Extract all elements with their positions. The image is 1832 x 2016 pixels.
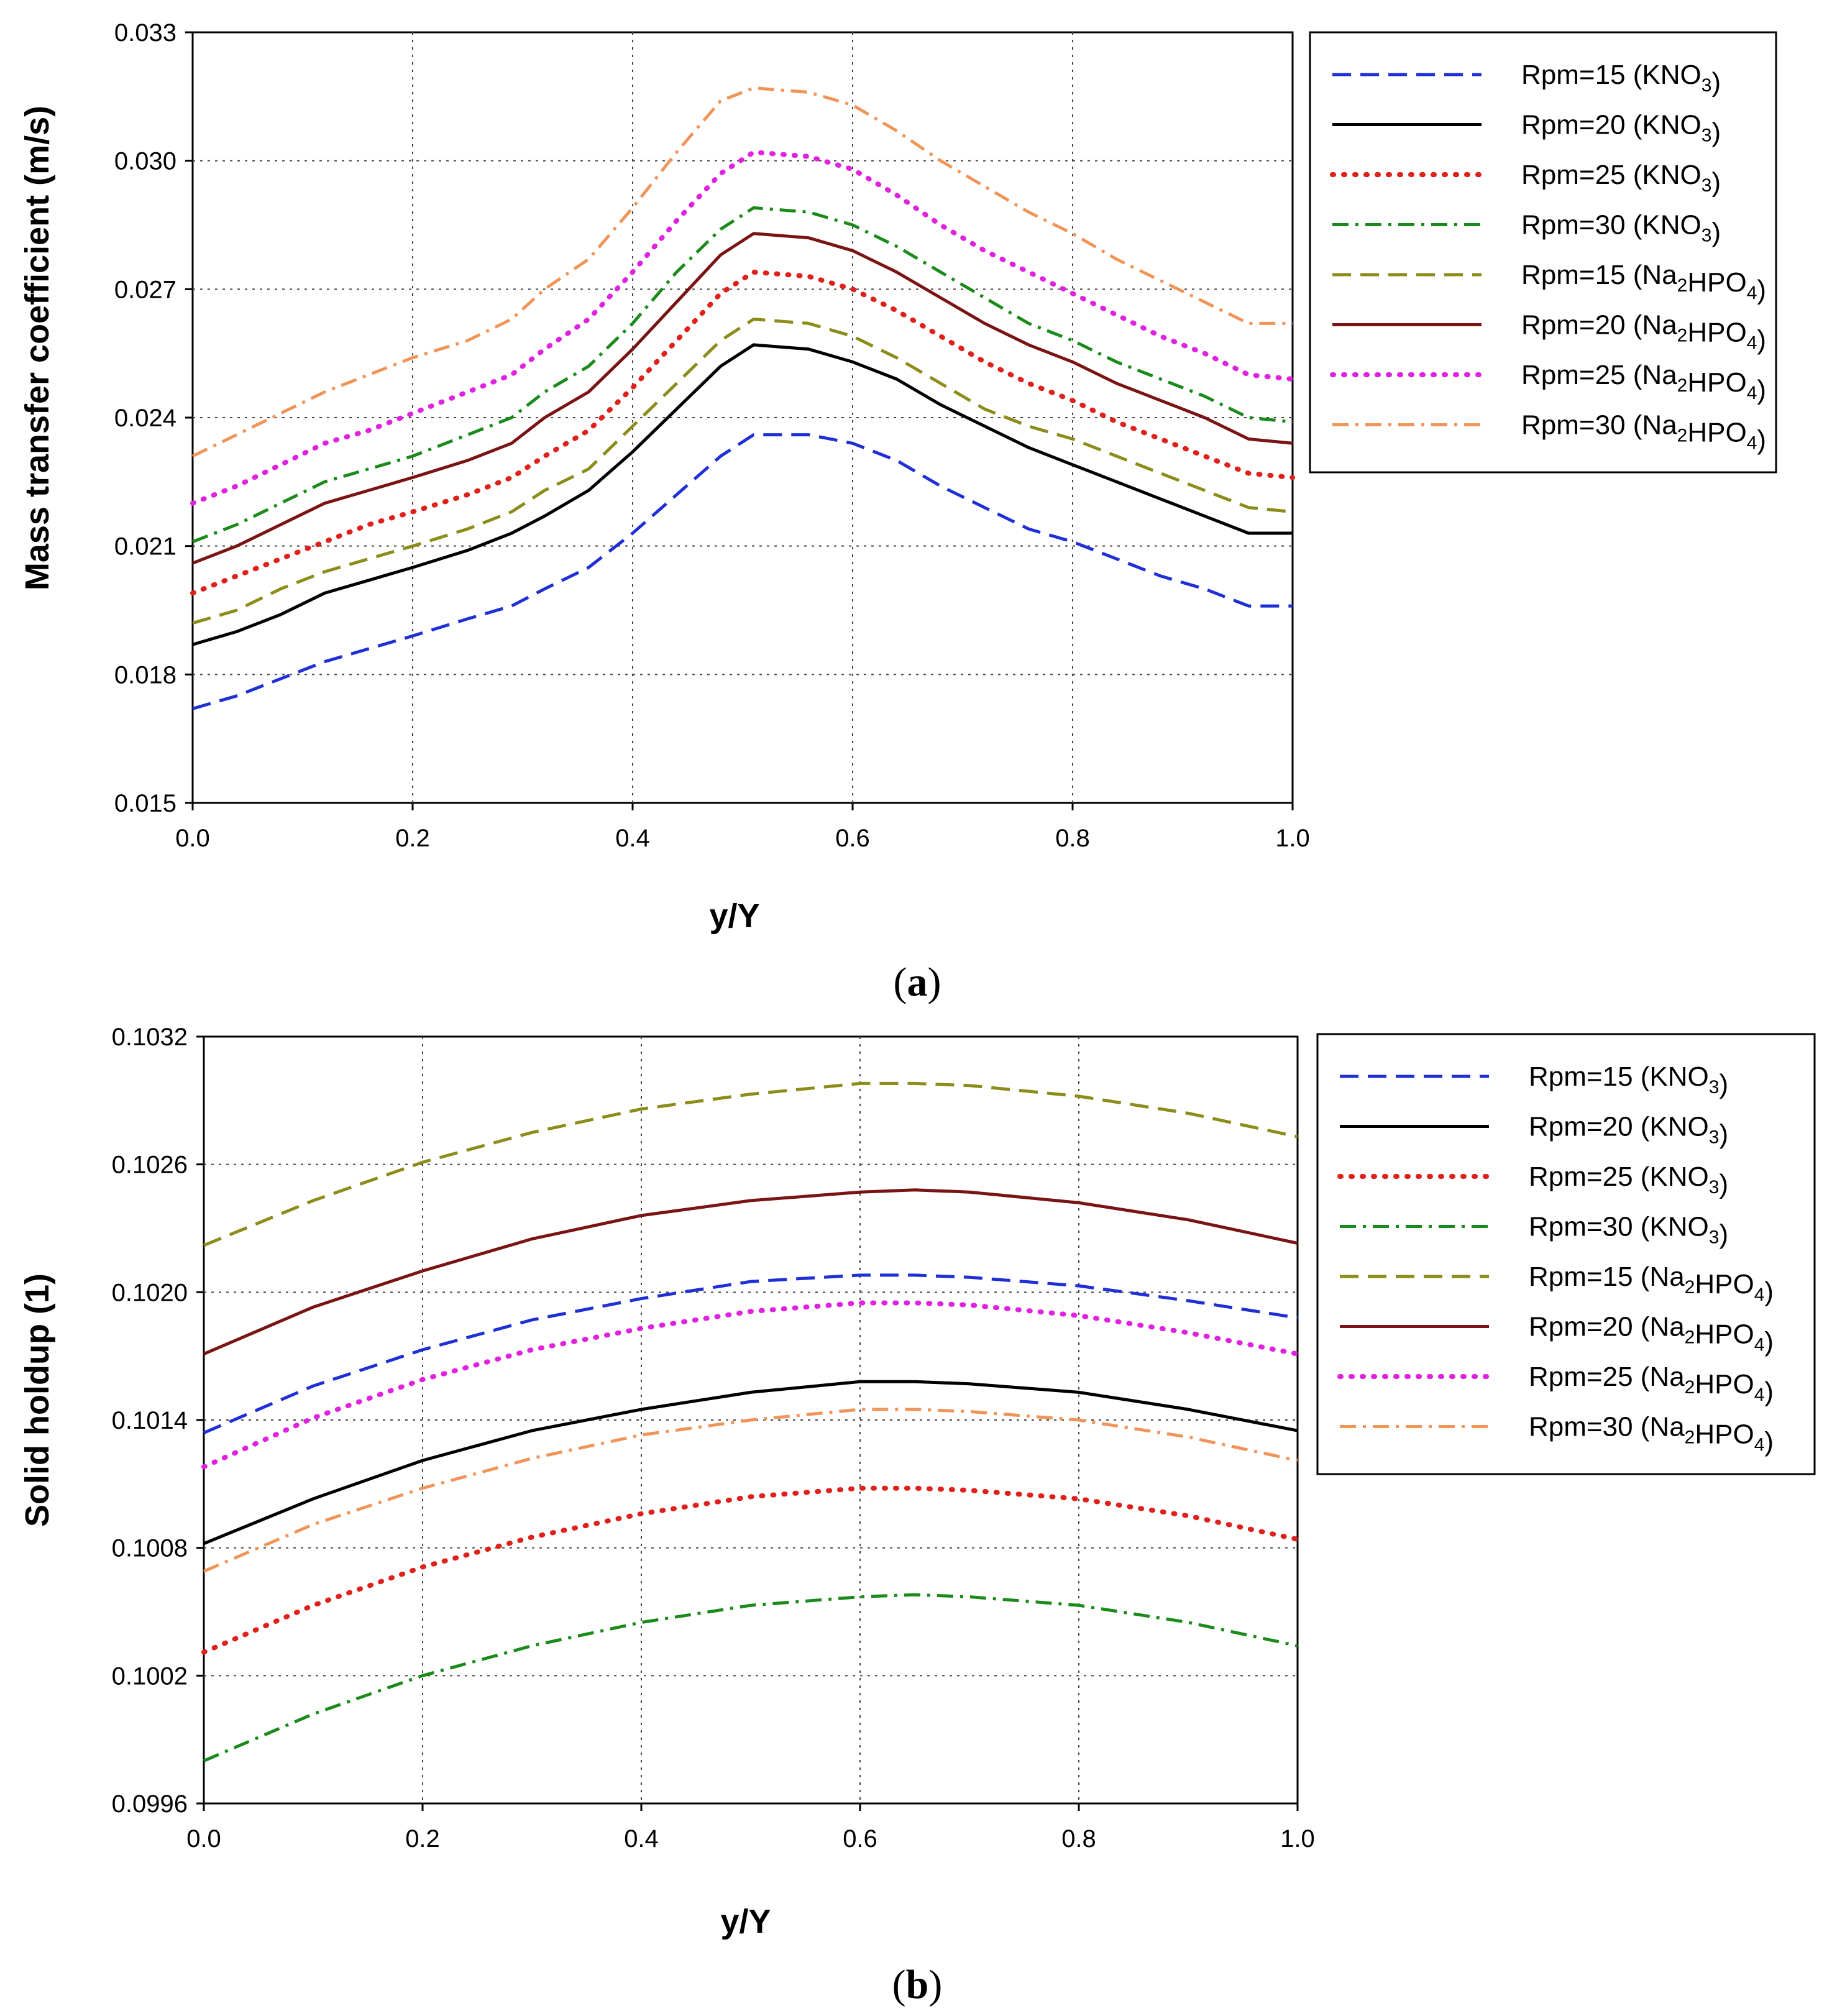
chart-panel-b: Solid holdup (1) y/Y (b) 0.0 0.2 0.4 0.6 0.8… [19,1024,1816,2007]
y-tick-label: 0.030 [114,148,176,175]
x-tick-label: 0.4 [615,825,650,852]
x-tick-label: 0.6 [843,1825,877,1853]
chart-panel-a: Mass transfer coefficient (m/s) y/Y (a) … [19,19,1777,1005]
series-line-5 [203,1081,1298,1247]
panel-b-x-axis-title: y/Y [720,1903,771,1940]
series-line-8 [191,86,1293,458]
legend-label-1: Rpm=15 (KNO3) [1521,60,1721,98]
y-tick-label: 0.1032 [112,1024,188,1051]
y-tick-label: 0.015 [114,790,176,817]
x-tick-label: 0.0 [186,1825,221,1853]
legend-label-6: Rpm=20 (Na2HPO4) [1521,310,1766,355]
y-tick-label: 0.027 [114,276,176,303]
legend-label-4: Rpm=30 (KNO3) [1529,1212,1728,1250]
series-line-6 [192,232,1293,565]
series-line-6 [203,1188,1298,1355]
x-tick-label: 1.0 [1275,825,1310,852]
legend-label-8: Rpm=30 (Na2HPO4) [1529,1412,1774,1457]
legend-label-7: Rpm=25 (Na2HPO4) [1521,360,1766,405]
legend-label-7: Rpm=25 (Na2HPO4) [1529,1362,1774,1407]
x-tick-label: 0.0 [175,825,210,852]
panel-b-y-axis-title: Solid holdup (1) [19,1273,56,1527]
series-line-7 [201,1300,1300,1470]
y-tick-label: 0.1008 [112,1535,188,1562]
x-tick-label: 0.6 [835,825,870,852]
legend-label-5: Rpm=15 (Na2HPO4) [1529,1262,1774,1307]
series-line-4 [192,206,1293,544]
y-tick-label: 0.033 [114,19,176,47]
panel-b-caption-letter: b [906,1962,929,2007]
legend-label-4: Rpm=30 (KNO3) [1521,210,1721,248]
x-tick-label: 0.8 [1055,825,1090,852]
panel-a-caption: (a) [894,960,941,1005]
x-tick-label: 0.2 [395,825,430,852]
series-line-1 [192,433,1293,710]
series-line-5 [192,318,1293,625]
series-line-3 [201,1485,1300,1655]
panel-a-caption-letter: a [907,960,928,1005]
y-tick-label: 0.0996 [112,1790,188,1818]
series-line-3 [190,269,1295,596]
series-line-2 [192,343,1293,646]
x-tick-label: 0.8 [1061,1825,1096,1853]
y-tick-label: 0.018 [114,661,176,689]
legend-label-3: Rpm=25 (KNO3) [1521,160,1721,198]
legend: Rpm=15 (KNO3) Rpm=20 (KNO3) Rpm=25 (KNO3) R… [1316,1033,1816,1475]
legend-box [1316,1033,1816,1475]
y-tick-label: 0.1020 [112,1279,188,1306]
x-tick-label: 1.0 [1280,1825,1315,1853]
legend-label-8: Rpm=30 (Na2HPO4) [1521,410,1766,456]
y-tick-label: 0.1002 [112,1662,188,1690]
y-tick-label: 0.024 [114,405,176,432]
panel-a-y-axis-title: Mass transfer coefficient (m/s) [19,106,56,590]
panel-b-caption: (b) [892,1962,943,2007]
legend-label-6: Rpm=20 (Na2HPO4) [1529,1312,1774,1357]
legend-label-1: Rpm=15 (KNO3) [1529,1061,1728,1099]
panel-a-x-axis-title: y/Y [709,897,759,935]
series-line-1 [203,1273,1298,1434]
legend-label-2: Rpm=20 (KNO3) [1521,110,1721,148]
x-tick-label: 0.2 [405,1825,440,1853]
y-tick-label: 0.1026 [112,1152,188,1179]
x-tick-label: 0.4 [624,1825,659,1853]
legend: Rpm=15 (KNO3) Rpm=20 (KNO3) Rpm=25 (KNO3) R… [1309,31,1777,474]
legend-label-3: Rpm=25 (KNO3) [1529,1161,1728,1199]
legend-box [1309,31,1777,474]
legend-label-2: Rpm=20 (KNO3) [1529,1112,1728,1150]
y-tick-label: 0.1014 [112,1407,188,1434]
y-tick-label: 0.021 [114,533,176,561]
legend-label-5: Rpm=15 (Na2HPO4) [1521,260,1766,305]
series-line-2 [203,1380,1298,1546]
